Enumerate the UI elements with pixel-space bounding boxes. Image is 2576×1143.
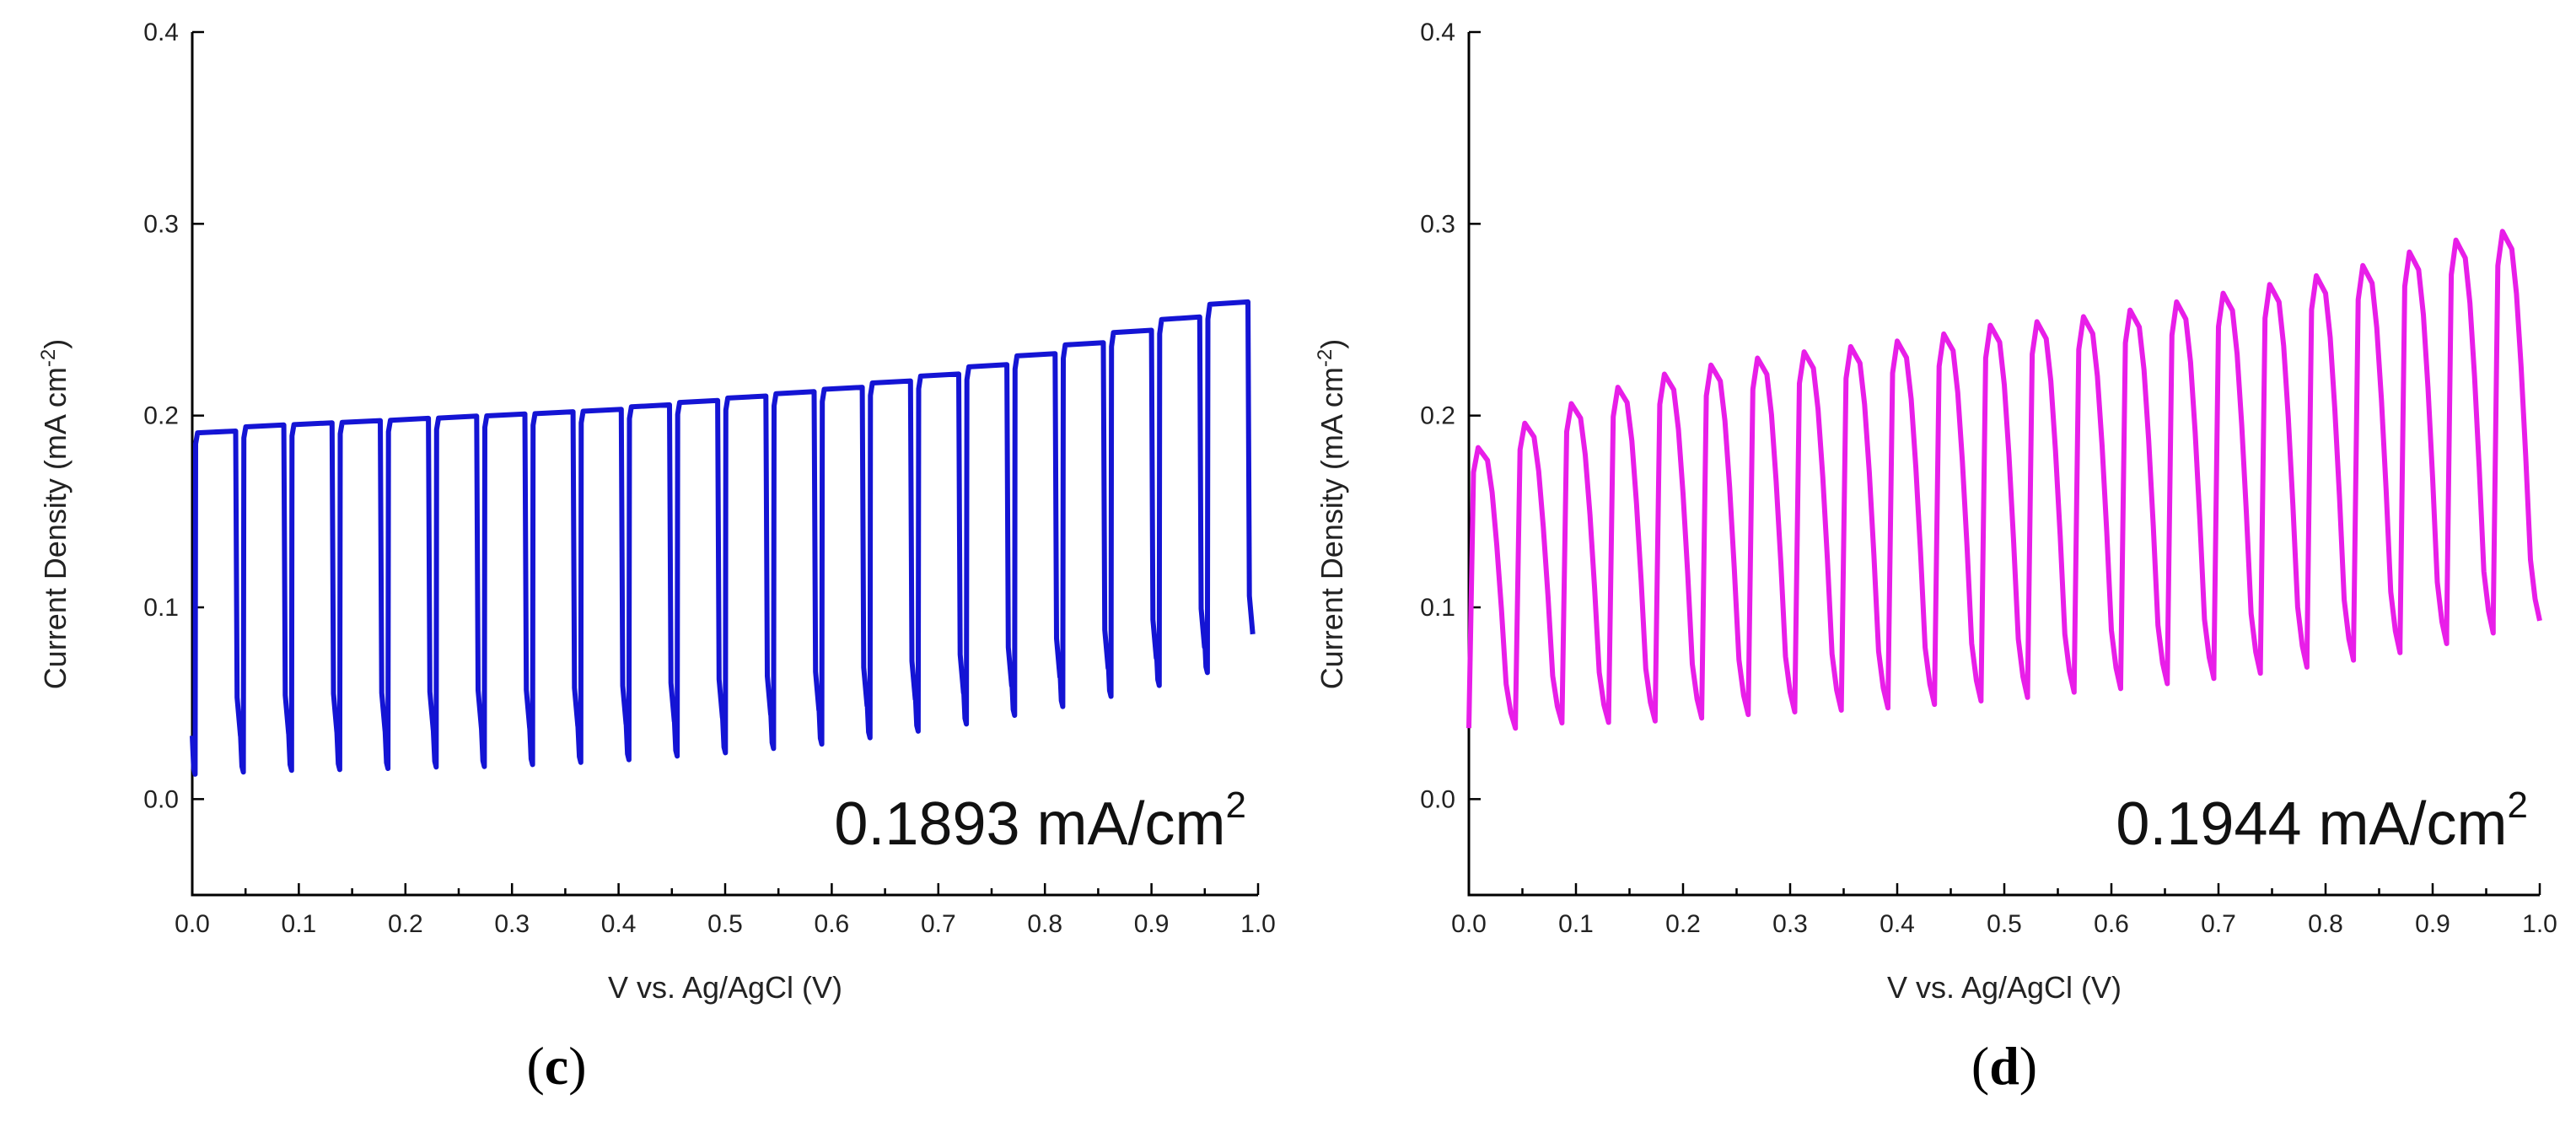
y-axis-label-sup-c: -2 — [37, 349, 60, 367]
panel-label-open-c: ( — [526, 1036, 544, 1096]
y-axis-ticks-d: 0.0 0.1 0.2 0.3 0.4 — [1420, 19, 1481, 813]
chart-panel-c: 0.0 0.1 0.2 0.3 0.4 0.0 0.1 0.2 0.3 0.4 0.5 0.6 0.7… — [37, 19, 1276, 1096]
x-tick-label-d-6: 0.6 — [2094, 910, 2129, 938]
panel-label-letter-d: d — [1989, 1036, 2019, 1096]
x-tick-label-c-10: 1.0 — [1240, 910, 1276, 938]
x-tick-label-d-4: 0.4 — [1880, 910, 1915, 938]
annotation-sup-d: 2 — [2508, 784, 2528, 826]
x-tick-label-c-7: 0.7 — [921, 910, 956, 938]
x-tick-label-c-1: 0.1 — [282, 910, 317, 938]
series-line-d — [1466, 229, 2542, 731]
y-tick-label-c-0: 0.0 — [143, 785, 179, 813]
x-tick-label-d-8: 0.8 — [2308, 910, 2343, 938]
x-tick-label-c-9: 0.9 — [1134, 910, 1170, 938]
y-tick-label-d-1: 0.1 — [1420, 594, 1455, 622]
x-tick-label-c-5: 0.5 — [707, 910, 743, 938]
x-tick-label-c-6: 0.6 — [815, 910, 850, 938]
x-tick-label-d-7: 0.7 — [2201, 910, 2236, 938]
annotation-sup-c: 2 — [1226, 784, 1246, 826]
y-axis-label-main-c: Current Density (mA cm — [38, 367, 73, 689]
axes-frame-d — [1467, 32, 2540, 897]
y-tick-label-d-3: 0.3 — [1420, 210, 1455, 238]
x-tick-label-c-3: 0.3 — [494, 910, 530, 938]
panel-label-letter-c: c — [545, 1036, 568, 1096]
annotation-c: 0.1893 mA/cm2 — [834, 784, 1246, 858]
annotation-main-c: 0.1893 mA/cm — [834, 790, 1225, 858]
y-axis-label-main-d: Current Density (mA cm — [1315, 367, 1349, 689]
x-axis-label-d: V vs. Ag/AgCl (V) — [1887, 970, 2122, 1005]
x-tick-label-c-8: 0.8 — [1027, 910, 1062, 938]
panel-label-d: (d) — [1971, 1036, 2037, 1096]
y-axis-label-close-c: ) — [38, 339, 73, 349]
y-tick-label-c-2: 0.2 — [143, 402, 179, 430]
y-axis-label-close-d: ) — [1315, 339, 1349, 349]
y-tick-label-d-4: 0.4 — [1420, 19, 1455, 46]
x-tick-label-c-4: 0.4 — [601, 910, 637, 938]
x-axis-ticks-d: 0.0 0.1 0.2 0.3 0.4 0.5 0.6 0.7 0.8 0.9 1.0 — [1451, 883, 2557, 938]
x-tick-label-d-9: 0.9 — [2415, 910, 2450, 938]
y-tick-label-d-2: 0.2 — [1420, 402, 1455, 430]
y-axis-label-d: Current Density (mA cm-2) — [1314, 339, 1350, 689]
y-tick-label-c-3: 0.3 — [143, 210, 179, 238]
x-tick-label-c-0: 0.0 — [175, 910, 210, 938]
x-tick-label-d-0: 0.0 — [1451, 910, 1487, 938]
y-tick-label-d-0: 0.0 — [1420, 785, 1455, 813]
y-axis-label-sup-d: -2 — [1314, 349, 1336, 367]
y-axis-ticks-c: 0.0 0.1 0.2 0.3 0.4 — [143, 19, 204, 813]
annotation-main-d: 0.1944 mA/cm — [2116, 790, 2507, 858]
panel-label-close-d: ) — [2019, 1036, 2037, 1096]
panel-label-close-c: ) — [568, 1036, 586, 1096]
x-tick-label-d-5: 0.5 — [1987, 910, 2022, 938]
x-axis-ticks-c: 0.0 0.1 0.2 0.3 0.4 0.5 0.6 0.7 0.8 0.9 1.0 — [175, 883, 1276, 938]
axes-frame-c — [191, 32, 1258, 897]
panel-label-open-d: ( — [1971, 1036, 1989, 1096]
x-axis-label-c: V vs. Ag/AgCl (V) — [608, 970, 842, 1005]
x-tick-label-d-2: 0.2 — [1665, 910, 1701, 938]
y-tick-label-c-4: 0.4 — [143, 19, 179, 46]
series-line-c — [190, 299, 1256, 777]
y-tick-label-c-1: 0.1 — [143, 594, 179, 622]
annotation-d: 0.1944 mA/cm2 — [2116, 784, 2528, 858]
panel-label-c: (c) — [526, 1036, 586, 1096]
y-axis-label-c: Current Density (mA cm-2) — [37, 339, 73, 689]
x-tick-label-d-1: 0.1 — [1558, 910, 1594, 938]
x-tick-label-d-10: 1.0 — [2522, 910, 2557, 938]
x-tick-label-d-3: 0.3 — [1772, 910, 1808, 938]
x-tick-label-c-2: 0.2 — [388, 910, 423, 938]
chart-panel-d: 0.0 0.1 0.2 0.3 0.4 0.0 0.1 0.2 0.3 0.4 0.5 0.6 0.7… — [1314, 19, 2557, 1096]
